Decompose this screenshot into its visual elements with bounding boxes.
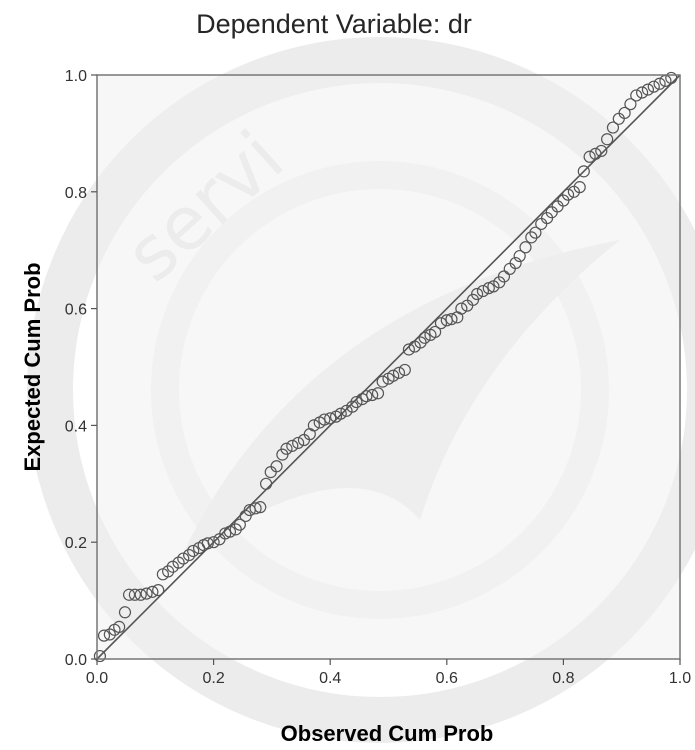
data-point xyxy=(223,525,237,538)
data-point xyxy=(476,284,490,298)
data-point xyxy=(402,343,416,356)
data-point xyxy=(280,442,293,455)
data-point xyxy=(249,502,262,515)
data-point xyxy=(577,165,590,178)
data-point xyxy=(647,80,660,93)
data-point xyxy=(509,256,522,270)
data-point xyxy=(93,649,107,663)
data-point xyxy=(601,133,614,146)
data-point xyxy=(152,583,165,597)
data-point xyxy=(366,388,379,402)
data-point xyxy=(636,86,649,99)
x-tick-label: 0.8 xyxy=(552,670,574,687)
data-point xyxy=(653,77,666,90)
data-point xyxy=(529,226,542,239)
data-point xyxy=(270,460,283,473)
data-point xyxy=(307,419,320,432)
data-point xyxy=(292,436,305,450)
data-point xyxy=(177,552,190,565)
data-point xyxy=(429,325,442,339)
watermark-ring-outer xyxy=(27,37,695,743)
data-point xyxy=(455,302,468,315)
data-point xyxy=(259,477,273,490)
data-point xyxy=(606,121,620,134)
data-point xyxy=(254,501,267,514)
data-point xyxy=(113,620,126,633)
data-point xyxy=(519,241,532,254)
data-point xyxy=(229,523,242,536)
data-point xyxy=(140,587,153,600)
data-point xyxy=(286,439,299,452)
data-point xyxy=(128,588,141,601)
reference-line xyxy=(96,74,681,660)
data-point xyxy=(371,387,385,400)
data-point xyxy=(414,336,427,349)
data-point xyxy=(497,270,511,283)
data-point xyxy=(334,407,347,420)
data-point xyxy=(418,331,431,344)
data-point xyxy=(103,628,116,641)
data-point xyxy=(201,537,214,550)
chart-title: Dependent Variable: dr xyxy=(196,9,472,39)
data-point xyxy=(589,147,602,160)
data-point xyxy=(445,313,458,326)
x-tick-label: 0.4 xyxy=(319,670,341,687)
data-point xyxy=(641,83,655,96)
data-point xyxy=(471,287,484,301)
data-point xyxy=(172,556,185,569)
data-point xyxy=(146,585,159,598)
x-tick-label: 0.0 xyxy=(86,670,108,687)
y-tick-label: 0.0 xyxy=(65,652,87,669)
data-point xyxy=(324,412,337,425)
y-tick-label: 0.2 xyxy=(65,535,87,552)
data-point xyxy=(134,588,147,601)
x-axis-label: Observed Cum Prob xyxy=(281,721,494,746)
data-point xyxy=(162,565,175,578)
data-points xyxy=(93,71,678,663)
y-tick-label: 1.0 xyxy=(65,68,87,85)
x-tick-label: 0.6 xyxy=(436,670,458,687)
data-point xyxy=(118,606,132,619)
data-point xyxy=(624,98,637,111)
data-point xyxy=(392,366,406,379)
data-point xyxy=(183,548,196,562)
data-point xyxy=(630,89,643,102)
data-point xyxy=(207,536,220,549)
plot-frame xyxy=(96,74,681,660)
y-axis: 0.0 0.2 0.4 0.6 0.8 1.0 xyxy=(65,68,97,669)
data-point xyxy=(387,369,400,382)
x-tick-label: 0.2 xyxy=(202,670,224,687)
data-point xyxy=(398,363,411,377)
data-point xyxy=(525,231,538,244)
data-point xyxy=(97,629,111,642)
y-tick-label: 0.4 xyxy=(65,418,87,435)
plot-area xyxy=(93,71,681,663)
data-point xyxy=(561,188,575,201)
data-point xyxy=(595,144,608,158)
data-point xyxy=(350,395,363,409)
data-point xyxy=(376,375,389,388)
y-axis-label: Expected Cum Prob xyxy=(20,262,45,471)
y-tick-label: 0.8 xyxy=(65,185,87,202)
data-point xyxy=(318,413,331,426)
data-point xyxy=(583,150,596,163)
data-point xyxy=(346,400,359,413)
data-point xyxy=(233,518,246,531)
data-point xyxy=(513,249,526,263)
data-point xyxy=(187,544,200,558)
x-axis: 0.0 0.2 0.4 0.6 0.8 1.0 xyxy=(86,659,691,687)
data-point xyxy=(618,106,631,120)
data-point xyxy=(665,71,678,85)
data-point xyxy=(122,588,136,601)
data-point xyxy=(360,390,373,403)
data-point xyxy=(573,181,586,194)
x-tick-label: 1.0 xyxy=(669,670,691,687)
y-tick-label: 0.6 xyxy=(65,302,87,319)
data-point xyxy=(434,317,448,330)
